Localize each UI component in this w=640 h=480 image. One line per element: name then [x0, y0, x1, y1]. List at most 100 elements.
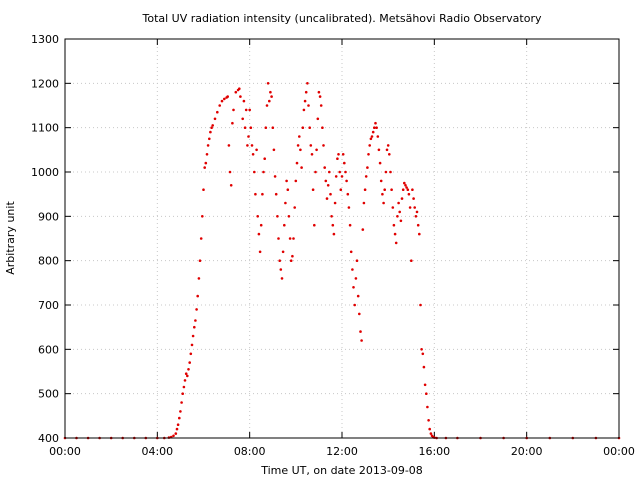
y-tick-label: 400: [38, 432, 59, 445]
data-point: [239, 95, 242, 98]
data-point: [371, 130, 375, 134]
data-point: [227, 144, 231, 147]
data-point: [375, 126, 378, 129]
data-point: [261, 192, 264, 196]
data-point: [220, 99, 224, 103]
data-point: [249, 126, 253, 129]
data-point: [197, 277, 201, 280]
data-point: [309, 144, 313, 147]
y-tick-label: 1200: [31, 77, 59, 90]
data-point: [420, 348, 423, 351]
data-point: [414, 215, 418, 218]
data-point: [407, 192, 411, 196]
x-axis-label: Time UT, on date 2013-09-08: [260, 464, 423, 477]
data-point: [209, 130, 212, 134]
data-point: [258, 250, 262, 254]
data-point: [336, 157, 339, 160]
data-point: [373, 126, 376, 129]
data-point: [376, 135, 380, 138]
data-point: [428, 427, 432, 431]
data-point: [392, 223, 396, 227]
data-point: [193, 325, 196, 329]
data-point: [300, 166, 303, 169]
data-point: [363, 188, 367, 191]
y-tick-label: 1100: [31, 122, 59, 135]
data-point: [370, 135, 374, 138]
data-point: [303, 99, 307, 103]
data-point: [421, 352, 425, 356]
data-point: [383, 188, 387, 191]
data-point: [263, 157, 267, 160]
data-point: [195, 308, 198, 311]
data-point: [186, 374, 189, 378]
data-point: [419, 303, 422, 307]
data-point: [396, 215, 399, 218]
x-tick-label: 12:00: [326, 445, 358, 458]
data-point: [272, 148, 276, 152]
data-point: [269, 90, 272, 94]
data-point: [188, 361, 191, 364]
data-point: [393, 232, 397, 236]
grid-lines: [65, 39, 619, 438]
data-point: [388, 153, 391, 156]
data-point: [377, 148, 381, 152]
data-point: [321, 126, 324, 129]
data-point: [359, 330, 362, 333]
data-point: [294, 179, 298, 183]
data-point: [394, 241, 398, 245]
data-point: [293, 206, 297, 209]
data-points: [63, 82, 621, 440]
data-point: [257, 232, 261, 236]
data-point: [229, 184, 233, 187]
data-point: [268, 99, 271, 103]
data-point: [364, 175, 368, 178]
data-point: [313, 223, 316, 227]
data-point: [422, 365, 426, 369]
data-point: [386, 144, 390, 147]
data-point: [410, 259, 413, 263]
data-point: [298, 135, 301, 138]
data-point: [304, 90, 308, 94]
data-point: [213, 117, 217, 121]
data-point: [413, 206, 417, 209]
data-point: [296, 144, 300, 147]
data-point: [426, 405, 429, 409]
data-point: [347, 206, 351, 209]
data-point: [273, 175, 277, 178]
data-point: [234, 90, 238, 94]
data-point: [328, 170, 331, 174]
data-point: [196, 294, 199, 298]
data-point: [337, 153, 340, 156]
data-point: [264, 126, 268, 129]
data-point: [353, 303, 357, 307]
data-point: [194, 319, 197, 322]
data-point: [187, 368, 190, 371]
data-point: [289, 259, 293, 263]
data-point: [412, 197, 415, 200]
data-point: [232, 108, 235, 112]
data-point: [319, 104, 323, 107]
data-point: [175, 427, 179, 431]
data-point: [351, 268, 354, 271]
data-point: [287, 215, 291, 218]
data-point: [266, 82, 270, 85]
data-point: [358, 312, 361, 316]
data-point: [401, 188, 405, 191]
data-point: [341, 153, 345, 156]
data-point: [334, 175, 338, 178]
data-point: [190, 343, 194, 347]
data-point: [343, 161, 346, 165]
data-point: [361, 228, 365, 231]
data-point: [325, 197, 329, 200]
data-point: [360, 339, 363, 342]
data-point: [399, 219, 403, 223]
data-point: [203, 166, 206, 169]
y-tick-label: 1300: [31, 33, 59, 46]
data-point: [274, 192, 278, 196]
data-point: [345, 179, 348, 183]
data-point: [415, 210, 419, 214]
data-point: [378, 161, 382, 165]
data-point: [302, 108, 306, 112]
data-point: [228, 170, 232, 174]
